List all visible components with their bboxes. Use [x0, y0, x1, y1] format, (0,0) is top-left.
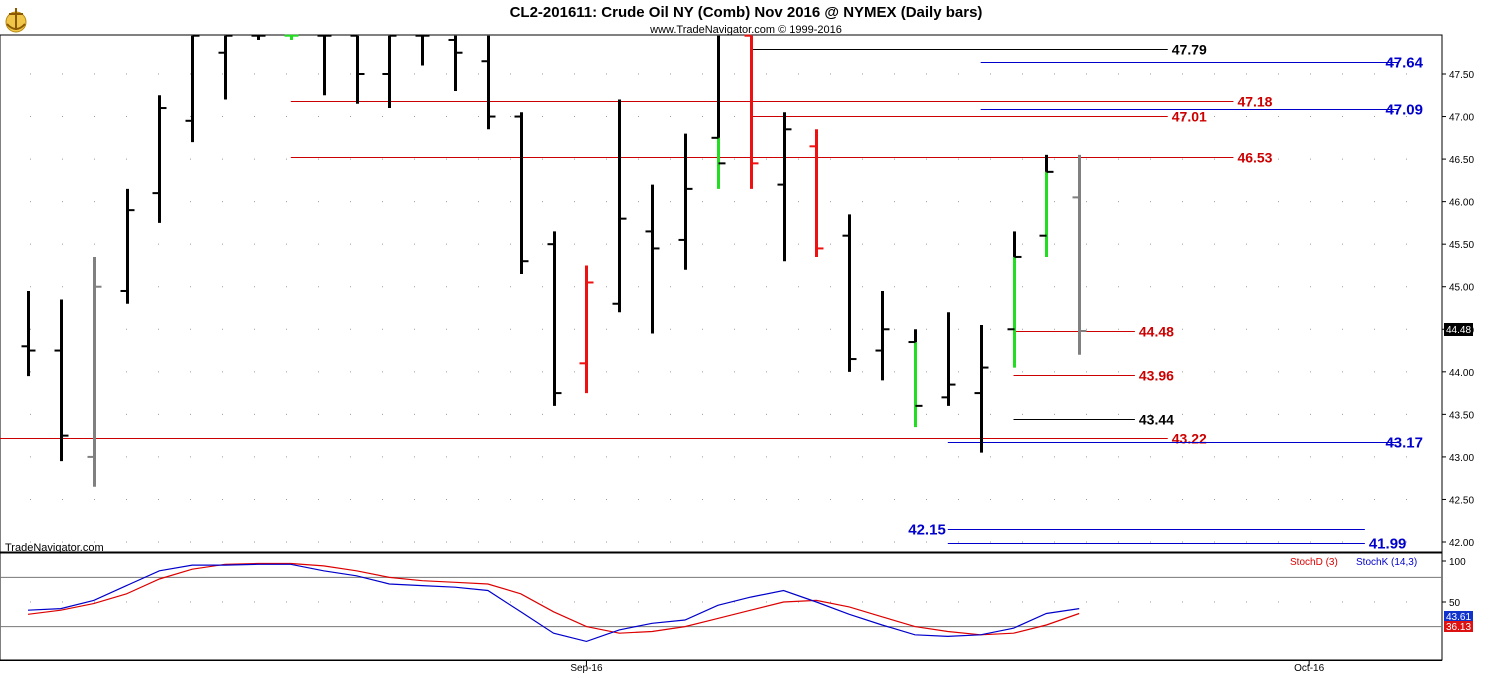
price-bars: [22, 36, 1087, 487]
chart-title: CL2-201611: Crude Oil NY (Comb) Nov 2016…: [510, 4, 983, 21]
stochk-line: [28, 564, 1079, 641]
stoch-tick-label: 50: [1449, 598, 1461, 609]
price-tick-label: 42.50: [1449, 495, 1474, 506]
level-label: 43.22: [1172, 431, 1207, 447]
price-tick-label: 46.50: [1449, 155, 1474, 166]
ohlc-bar: [646, 185, 660, 334]
legend-stochk: StochK (14,3): [1356, 557, 1417, 568]
ohlc-bar: [1040, 155, 1054, 257]
stochastic-axis: 100 50: [1442, 557, 1466, 609]
ohlc-bar: [416, 36, 430, 66]
watermark: TradeNavigator.com: [5, 542, 104, 554]
price-tick-label: 47.00: [1449, 113, 1474, 124]
ohlc-bar: [745, 36, 759, 189]
stochd-last-badge: 36.13: [1444, 621, 1473, 633]
stoch-tick-label: 100: [1449, 557, 1466, 568]
ohlc-bar: [449, 36, 463, 91]
level-label: 43.17: [1385, 435, 1423, 452]
last-price-badge: 44.48: [1444, 323, 1473, 336]
price-axis: 42.0042.5043.0043.5044.0044.5045.0045.50…: [1442, 70, 1474, 549]
ohlc-bar: [975, 325, 989, 453]
ohlc-bar: [942, 312, 956, 406]
ohlc-bar: [810, 129, 824, 257]
ohlc-bar: [351, 36, 365, 104]
ohlc-bar: [778, 112, 792, 261]
ohlc-bar: [252, 36, 266, 40]
ohlc-bar: [548, 231, 562, 405]
stochd-line: [28, 564, 1079, 635]
legend-stochd: StochD (3): [1290, 557, 1338, 568]
level-label: 47.64: [1385, 55, 1423, 72]
ohlc-bar: [876, 291, 890, 380]
ohlc-bar: [613, 100, 627, 313]
price-tick-label: 44.00: [1449, 368, 1474, 379]
price-panel-frame: [0, 35, 1442, 552]
level-label: 43.96: [1139, 368, 1174, 384]
ohlc-bar: [843, 214, 857, 371]
level-label: 43.44: [1139, 412, 1174, 428]
date-tick-label: Sep-16: [570, 663, 603, 674]
price-tick-label: 43.50: [1449, 410, 1474, 421]
price-tick-label: 47.50: [1449, 70, 1474, 81]
ohlc-bar: [383, 36, 397, 108]
ohlc-bar: [712, 36, 726, 189]
level-label: 42.15: [908, 522, 946, 539]
ohlc-bar: [55, 299, 69, 461]
level-label: 47.01: [1172, 109, 1207, 125]
ohlc-bar: [88, 257, 102, 487]
anchor-logo-icon: [6, 8, 26, 32]
price-panel: 42.0042.5043.0043.5044.0044.5045.0045.50…: [0, 35, 1474, 554]
price-tick-label: 42.00: [1449, 538, 1474, 549]
level-label: 47.18: [1237, 94, 1272, 110]
ohlc-bar: [153, 95, 167, 223]
ohlc-bar: [1073, 155, 1087, 355]
date-tick-label: Oct-16: [1294, 663, 1324, 674]
level-label: 44.48: [1139, 324, 1174, 340]
ohlc-bar: [121, 189, 135, 304]
stochd-last-badge-value: 36.13: [1446, 622, 1471, 633]
last-price-badge-value: 44.48: [1446, 325, 1471, 336]
ohlc-bar: [515, 112, 529, 274]
price-tick-label: 43.00: [1449, 453, 1474, 464]
ohlc-bar: [219, 36, 233, 100]
ohlc-bar: [318, 36, 332, 96]
copyright-text: www.TradeNavigator.com © 1999-2016: [649, 24, 842, 36]
price-tick-label: 45.00: [1449, 283, 1474, 294]
price-tick-label: 46.00: [1449, 198, 1474, 209]
price-tick-label: 45.50: [1449, 240, 1474, 251]
ohlc-bar: [482, 36, 496, 130]
level-label: 47.79: [1172, 42, 1207, 58]
price-levels: 47.79 47.64 47.18 47.09 47.01 46.53 44.48 43.96…: [0, 42, 1424, 553]
ohlc-bar: [285, 36, 299, 40]
stochastic-panel-frame: [0, 553, 1442, 660]
ohlc-bar: [22, 291, 36, 376]
level-label: 41.99: [1369, 536, 1407, 553]
ohlc-bar: [1008, 231, 1022, 367]
ohlc-bar: [186, 36, 200, 142]
ohlc-bar: [580, 265, 594, 393]
ohlc-bar: [679, 134, 693, 270]
date-axis: Sep-16 Oct-16: [0, 660, 1442, 674]
price-grid: [30, 74, 1438, 542]
level-label: 47.09: [1385, 102, 1423, 119]
stochastic-grid: [0, 577, 1442, 626]
level-label: 46.53: [1237, 150, 1272, 166]
stochastic-lines: [28, 564, 1079, 642]
ohlc-bar: [909, 329, 923, 427]
